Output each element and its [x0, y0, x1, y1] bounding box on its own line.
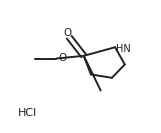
Text: O: O [63, 28, 72, 38]
Text: O: O [59, 53, 67, 63]
Text: HN: HN [116, 43, 131, 54]
Text: HCl: HCl [18, 108, 37, 118]
